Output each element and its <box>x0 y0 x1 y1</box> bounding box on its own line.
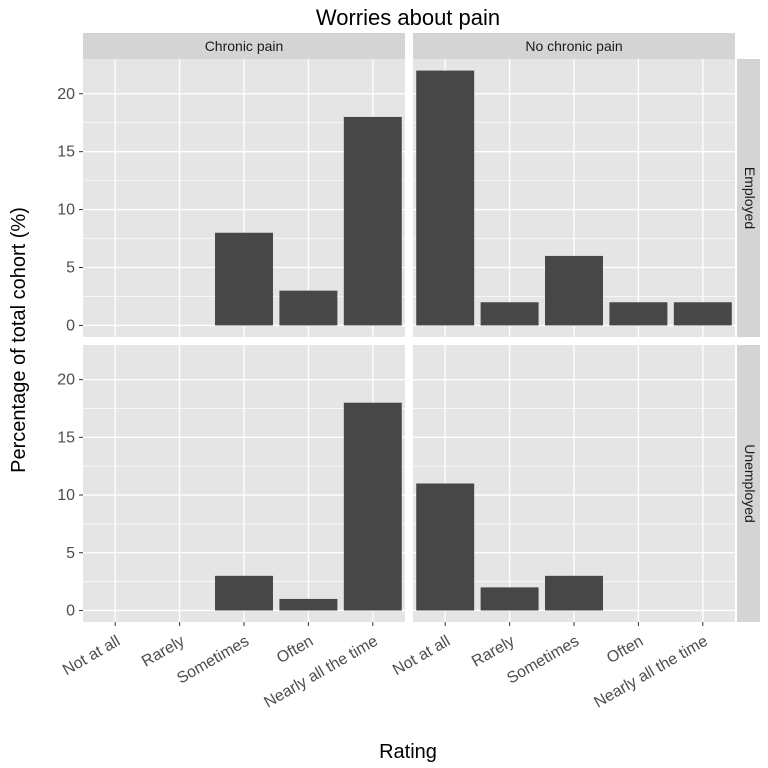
bar-sometimes <box>545 255 603 326</box>
plot-area: Chronic pain No chronic pain Employed Unemp… <box>57 33 760 711</box>
panel-no-chronic-pain-employed <box>413 59 735 337</box>
y-tick-label: 5 <box>66 545 75 562</box>
bar-nearly-all-the-time <box>343 116 402 326</box>
y-tick-label: 10 <box>57 202 75 219</box>
panel-chronic-pain-employed <box>83 59 405 337</box>
x-tick-label: Sometimes <box>504 633 582 688</box>
y-tick-label: 0 <box>66 317 75 334</box>
strip-background <box>737 345 760 622</box>
bar-often <box>609 302 668 326</box>
y-tick-label: 5 <box>66 260 75 277</box>
y-axis-title: Percentage of total cohort (%) <box>8 207 30 473</box>
bar-not-at-all <box>416 70 475 326</box>
x-tick-label: Rarely <box>469 633 518 671</box>
x-tick-label: Often <box>274 633 316 667</box>
bar-rarely <box>480 302 539 326</box>
chart-title: Worries about pain <box>316 5 500 30</box>
bar-sometimes <box>545 575 603 611</box>
column-strip-label: Chronic pain <box>205 38 284 54</box>
x-tick-label: Rarely <box>139 633 188 671</box>
y-tick-label: 15 <box>57 429 75 446</box>
y-tick-label: 15 <box>57 144 75 161</box>
bar-often <box>279 598 338 611</box>
strip-background <box>83 33 405 59</box>
y-tick-label: 10 <box>57 487 75 504</box>
bar-nearly-all-the-time <box>673 302 732 326</box>
strip-background <box>737 59 760 337</box>
panel-no-chronic-pain-unemployed <box>413 345 735 622</box>
y-tick-label: 0 <box>66 602 75 619</box>
x-tick-label: Not at all <box>390 633 453 679</box>
x-tick-label: Often <box>604 633 646 667</box>
x-tick-label: Sometimes <box>174 633 252 688</box>
panel-chronic-pain-unemployed <box>83 345 405 622</box>
x-axis-title: Rating <box>379 741 437 763</box>
row-strip-label: Unemployed <box>742 444 758 523</box>
x-tick-label: Nearly all the time <box>261 633 380 712</box>
x-tick-label: Nearly all the time <box>591 633 710 712</box>
bar-nearly-all-the-time <box>343 402 402 611</box>
bar-not-at-all <box>416 483 475 611</box>
bar-sometimes <box>215 575 273 611</box>
x-tick-label: Not at all <box>60 633 123 679</box>
y-tick-label: 20 <box>57 372 75 389</box>
strip-background <box>413 33 735 59</box>
row-strip-label: Employed <box>742 167 758 229</box>
bar-sometimes <box>215 232 273 326</box>
bar-often <box>279 290 338 326</box>
column-strip-label: No chronic pain <box>525 38 622 54</box>
y-tick-label: 20 <box>57 86 75 103</box>
bar-rarely <box>480 587 539 611</box>
